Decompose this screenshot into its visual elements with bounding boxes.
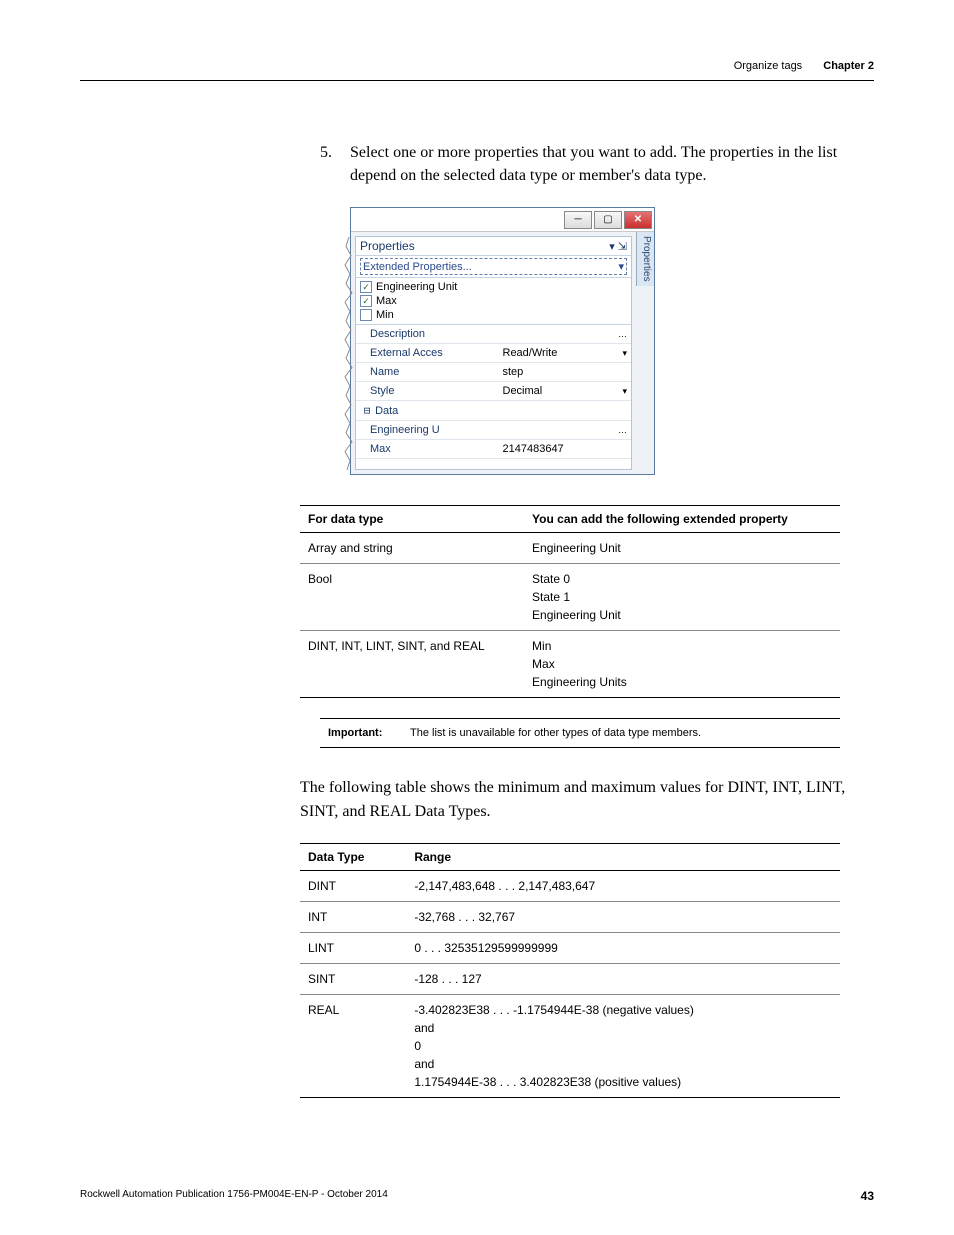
- extended-property-table: For data typeYou can add the following e…: [300, 505, 840, 698]
- properties-side-tab[interactable]: Properties: [636, 232, 654, 286]
- property-row[interactable]: Namestep: [356, 363, 631, 382]
- minimize-button[interactable]: ─: [564, 211, 592, 229]
- property-value[interactable]: …: [499, 421, 632, 439]
- collapse-icon[interactable]: ⊟: [360, 404, 372, 417]
- chevron-down-icon[interactable]: ▾: [622, 348, 627, 359]
- ellipsis-icon[interactable]: …: [618, 425, 627, 435]
- checklist-item[interactable]: ✓ Engineering Unit: [360, 280, 627, 294]
- table-cell: State 0State 1Engineering Unit: [524, 564, 840, 631]
- chevron-down-icon[interactable]: ▾: [622, 386, 627, 397]
- table-row: INT-32,768 . . . 32,767: [300, 901, 840, 932]
- table-cell: DINT: [300, 870, 406, 901]
- header-chapter: Chapter 2: [823, 60, 874, 72]
- table-cell: INT: [300, 901, 406, 932]
- data-group-row[interactable]: ⊟ Data: [356, 401, 631, 421]
- header-section: Organize tags: [734, 60, 802, 72]
- checklist-item[interactable]: Min: [360, 308, 627, 322]
- property-row[interactable]: Description …: [356, 325, 631, 344]
- table-cell: Bool: [300, 564, 524, 631]
- dropdown-label: Extended Properties...: [363, 261, 472, 273]
- property-label: Engineering U: [356, 421, 499, 439]
- checkbox-icon[interactable]: ✓: [360, 295, 372, 307]
- table-cell: -2,147,483,648 . . . 2,147,483,647: [406, 870, 840, 901]
- chevron-down-icon: ▾: [618, 260, 624, 273]
- property-row[interactable]: Max2147483647: [356, 440, 631, 459]
- range-table: Data TypeRangeDINT-2,147,483,648 . . . 2…: [300, 843, 840, 1098]
- table-cell: LINT: [300, 932, 406, 963]
- paragraph: The following table shows the minimum an…: [300, 776, 860, 822]
- property-grid: Description … External AccesRead/Write▾Nam…: [356, 325, 631, 401]
- table-cell: -128 . . . 127: [406, 963, 840, 994]
- chevron-down-icon[interactable]: ▾ ⇲: [609, 240, 627, 253]
- checkbox-icon[interactable]: ✓: [360, 281, 372, 293]
- page-header: Organize tags Chapter 2: [80, 60, 874, 81]
- table-cell: Engineering Unit: [524, 533, 840, 564]
- window-titlebar: ─ ▢ ✕: [351, 208, 654, 232]
- table-cell: 0 . . . 32535129599999999: [406, 932, 840, 963]
- checklist-item[interactable]: ✓ Max: [360, 294, 627, 308]
- checkbox-icon[interactable]: [360, 309, 372, 321]
- table-row: Array and stringEngineering Unit: [300, 533, 840, 564]
- checklist-label: Engineering Unit: [376, 281, 457, 293]
- checklist-label: Max: [376, 295, 397, 307]
- step-5: 5. Select one or more properties that yo…: [320, 141, 874, 187]
- table-header: You can add the following extended prope…: [524, 506, 840, 533]
- property-label: Max: [356, 440, 499, 458]
- table-cell: Array and string: [300, 533, 524, 564]
- property-label: Style: [356, 382, 499, 400]
- table-row: BoolState 0State 1Engineering Unit: [300, 564, 840, 631]
- property-row[interactable]: Engineering U …: [356, 421, 631, 440]
- table-cell: SINT: [300, 963, 406, 994]
- table-header: Range: [406, 843, 840, 870]
- table-row: SINT-128 . . . 127: [300, 963, 840, 994]
- important-text: The list is unavailable for other types …: [410, 727, 840, 739]
- page-footer: Rockwell Automation Publication 1756-PM0…: [80, 1189, 874, 1203]
- property-checklist: ✓ Engineering Unit ✓ Max Min: [356, 278, 631, 325]
- close-button[interactable]: ✕: [624, 211, 652, 229]
- publication-line: Rockwell Automation Publication 1756-PM0…: [80, 1189, 388, 1203]
- property-value[interactable]: …: [499, 325, 632, 343]
- ellipsis-icon[interactable]: …: [618, 329, 627, 339]
- property-value[interactable]: step: [499, 363, 632, 381]
- data-subgrid: Engineering U … Max2147483647: [356, 421, 631, 459]
- table-cell: -3.402823E38 . . . -1.1754944E-38 (negat…: [406, 994, 840, 1097]
- page-number: 43: [861, 1189, 874, 1203]
- extended-properties-dropdown[interactable]: Extended Properties... ▾: [360, 258, 627, 275]
- property-value[interactable]: Read/Write▾: [499, 344, 632, 362]
- property-row[interactable]: StyleDecimal▾: [356, 382, 631, 401]
- step-number: 5.: [320, 141, 350, 187]
- data-group-label: Data: [375, 405, 398, 417]
- table-cell: DINT, INT, LINT, SINT, and REAL: [300, 631, 524, 698]
- important-label: Important:: [320, 727, 410, 739]
- table-cell: MinMaxEngineering Units: [524, 631, 840, 698]
- property-value[interactable]: Decimal▾: [499, 382, 632, 400]
- table-row: REAL-3.402823E38 . . . -1.1754944E-38 (n…: [300, 994, 840, 1097]
- table-row: LINT0 . . . 32535129599999999: [300, 932, 840, 963]
- table-header: For data type: [300, 506, 524, 533]
- important-note: Important: The list is unavailable for o…: [320, 718, 840, 748]
- property-label: External Acces: [356, 344, 499, 362]
- step-text: Select one or more properties that you w…: [350, 141, 874, 187]
- table-header: Data Type: [300, 843, 406, 870]
- table-row: DINT-2,147,483,648 . . . 2,147,483,647: [300, 870, 840, 901]
- table-row: DINT, INT, LINT, SINT, and REALMinMaxEng…: [300, 631, 840, 698]
- checklist-label: Min: [376, 309, 394, 321]
- table-cell: REAL: [300, 994, 406, 1097]
- property-label: Name: [356, 363, 499, 381]
- table-cell: -32,768 . . . 32,767: [406, 901, 840, 932]
- properties-title: Properties: [360, 239, 415, 253]
- maximize-button[interactable]: ▢: [594, 211, 622, 229]
- property-value[interactable]: 2147483647: [499, 440, 632, 458]
- property-label: Description: [356, 325, 499, 343]
- property-row[interactable]: External AccesRead/Write▾: [356, 344, 631, 363]
- properties-panel: ─ ▢ ✕ Properties Properties ▾ ⇲ Extended…: [350, 207, 655, 475]
